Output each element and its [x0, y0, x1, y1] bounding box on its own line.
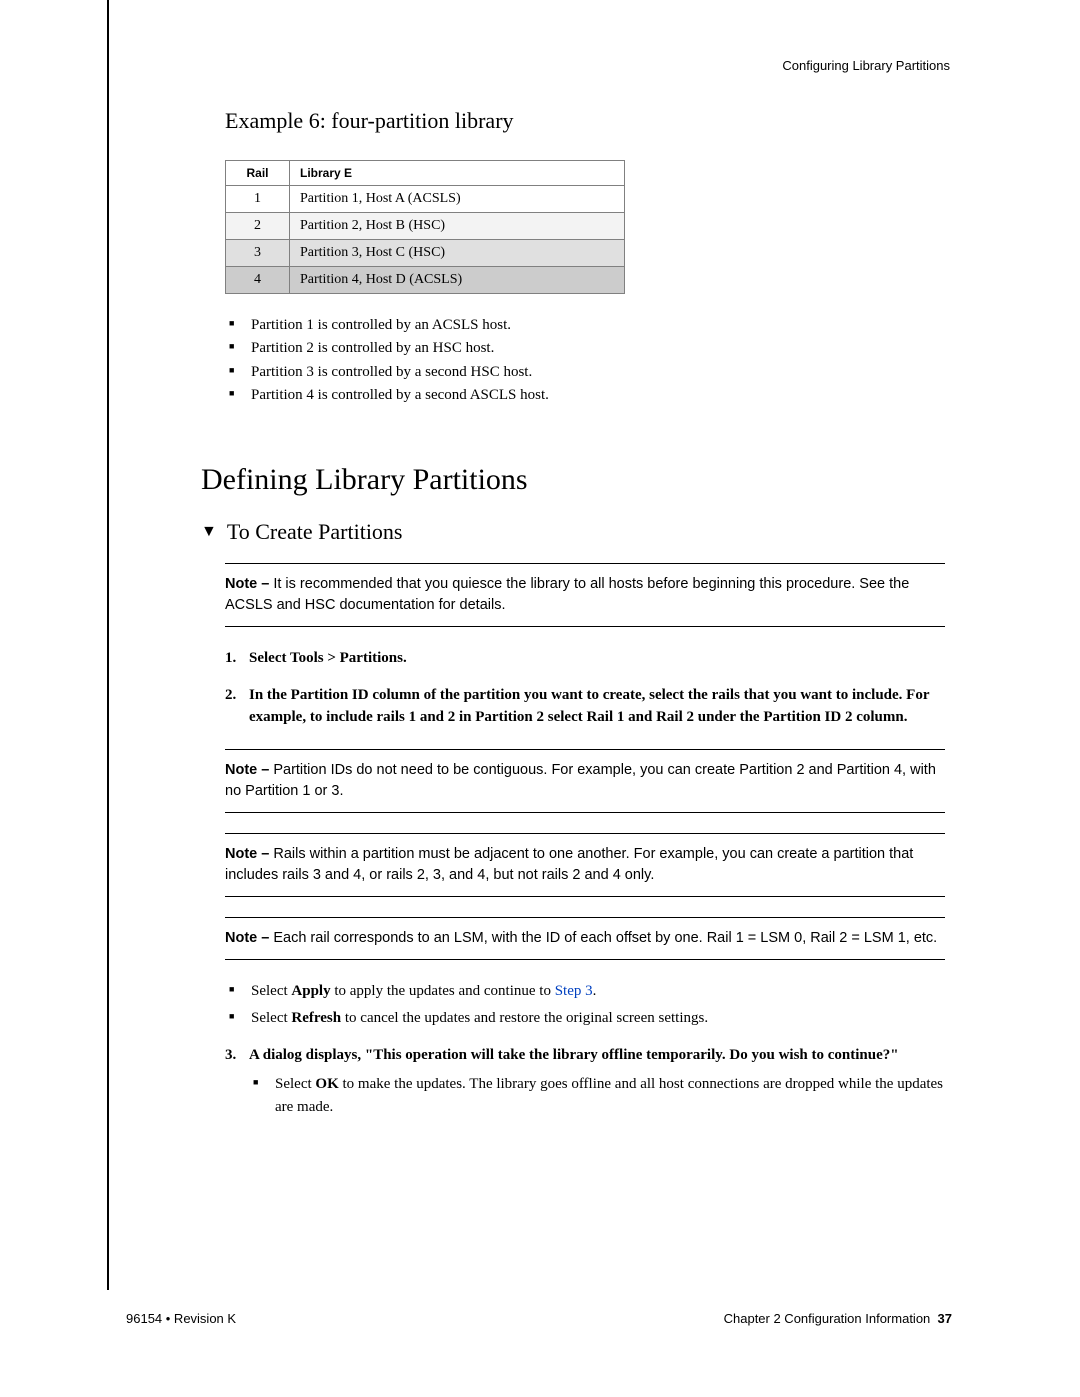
- cell-library: Partition 4, Host D (ACSLS): [290, 267, 625, 294]
- page: Configuring Library Partitions Example 6…: [0, 0, 1080, 1397]
- text: to make the updates. The library goes of…: [275, 1076, 943, 1115]
- cell-rail: 1: [226, 186, 290, 213]
- note-block: Note – It is recommended that you quiesc…: [225, 563, 945, 627]
- step-1: Select Tools > Partitions.: [225, 647, 945, 670]
- col-rail: Rail: [226, 161, 290, 186]
- list-item: Partition 3 is controlled by a second HS…: [251, 361, 945, 384]
- apply-bold: Apply: [291, 983, 330, 999]
- list-item: Partition 2 is controlled by an HSC host…: [251, 337, 945, 360]
- note-label: Note –: [225, 762, 273, 778]
- left-rule: [107, 0, 109, 1290]
- section-heading: Defining Library Partitions: [201, 463, 945, 497]
- col-library: Library E: [290, 161, 625, 186]
- steps-list-b: A dialog displays, "This operation will …: [225, 1044, 945, 1119]
- cell-library: Partition 2, Host B (HSC): [290, 213, 625, 240]
- note-text: Partition IDs do not need to be contiguo…: [225, 762, 936, 799]
- table-row: 3Partition 3, Host C (HSC): [226, 240, 625, 267]
- note-block: Note – Each rail corresponds to an LSM, …: [225, 917, 945, 960]
- task-title: To Create Partitions: [227, 519, 403, 545]
- apply-item: Select Apply to apply the updates and co…: [251, 980, 945, 1003]
- note-text: Rails within a partition must be adjacen…: [225, 846, 913, 883]
- note-label: Note –: [225, 846, 273, 862]
- ok-bold: OK: [315, 1076, 338, 1092]
- refresh-item: Select Refresh to cancel the updates and…: [251, 1007, 945, 1030]
- text: Select: [251, 1010, 291, 1026]
- step-3-sub: Select OK to make the updates. The libra…: [249, 1073, 945, 1120]
- task-heading: ▼ To Create Partitions: [201, 519, 945, 545]
- table-row: 1Partition 1, Host A (ACSLS): [226, 186, 625, 213]
- running-header: Configuring Library Partitions: [782, 58, 950, 73]
- cell-rail: 4: [226, 267, 290, 294]
- note-block: Note – Rails within a partition must be …: [225, 833, 945, 897]
- list-item: Partition 1 is controlled by an ACSLS ho…: [251, 314, 945, 337]
- table-row: 4Partition 4, Host D (ACSLS): [226, 267, 625, 294]
- list-item: Partition 4 is controlled by a second AS…: [251, 384, 945, 407]
- text: Select: [251, 983, 291, 999]
- example-bullets: Partition 1 is controlled by an ACSLS ho…: [225, 314, 945, 407]
- content-area: Example 6: four-partition library Rail L…: [225, 108, 945, 1139]
- example-title: Example 6: four-partition library: [225, 108, 945, 134]
- step3-link[interactable]: Step 3: [555, 983, 593, 999]
- cell-library: Partition 3, Host C (HSC): [290, 240, 625, 267]
- step-3-text: A dialog displays, "This operation will …: [249, 1047, 899, 1063]
- page-number: 37: [938, 1311, 952, 1326]
- note-text: Each rail corresponds to an LSM, with th…: [273, 930, 937, 946]
- table-row: 2Partition 2, Host B (HSC): [226, 213, 625, 240]
- chapter-label: Chapter 2 Configuration Information: [724, 1311, 931, 1326]
- text: to apply the updates and continue to: [331, 983, 555, 999]
- note-label: Note –: [225, 930, 273, 946]
- text: to cancel the updates and restore the or…: [341, 1010, 708, 1026]
- cell-rail: 3: [226, 240, 290, 267]
- cell-library: Partition 1, Host A (ACSLS): [290, 186, 625, 213]
- footer: 96154 • Revision K Chapter 2 Configurati…: [126, 1311, 952, 1326]
- text: .: [593, 983, 597, 999]
- apply-refresh-list: Select Apply to apply the updates and co…: [225, 980, 945, 1031]
- partition-table: Rail Library E 1Partition 1, Host A (ACS…: [225, 160, 625, 294]
- step-3-sub-item: Select OK to make the updates. The libra…: [275, 1073, 945, 1120]
- note-label: Note –: [225, 576, 273, 592]
- down-triangle-icon: ▼: [201, 523, 217, 541]
- note-text: It is recommended that you quiesce the l…: [225, 576, 909, 613]
- steps-list-a: Select Tools > Partitions. In the Partit…: [225, 647, 945, 729]
- note-block: Note – Partition IDs do not need to be c…: [225, 749, 945, 813]
- step-3: A dialog displays, "This operation will …: [225, 1044, 945, 1119]
- refresh-bold: Refresh: [291, 1010, 341, 1026]
- footer-left: 96154 • Revision K: [126, 1311, 236, 1326]
- cell-rail: 2: [226, 213, 290, 240]
- step-2: In the Partition ID column of the partit…: [225, 684, 945, 729]
- text: Select: [275, 1076, 315, 1092]
- footer-right: Chapter 2 Configuration Information 37: [724, 1311, 952, 1326]
- table-header-row: Rail Library E: [226, 161, 625, 186]
